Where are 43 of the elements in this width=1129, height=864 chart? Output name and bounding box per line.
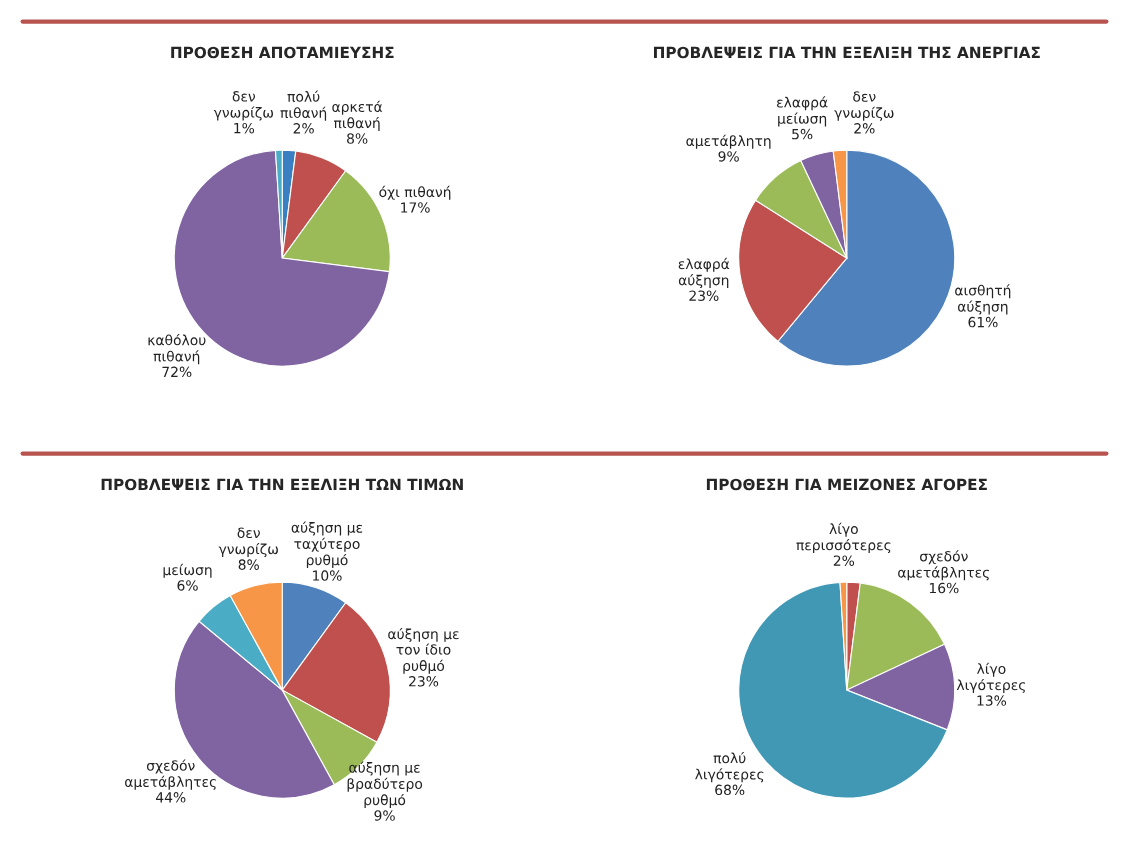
data-label: 17% [401,202,430,213]
data-label: 2% [833,555,855,566]
data-label: 9% [374,810,395,821]
slice-label: αισθητή αύξηση [955,284,1011,315]
chart-title: ΠΡΟΘΕΣΗ ΑΠΟΤΑΜΙΕΥΣΗΣ [171,46,394,59]
slice-label: πολύ λιγότερες [695,752,764,783]
slice-label: όχι πιθανή [379,185,451,200]
slice-label: λίγο λιγότερες [956,662,1026,693]
slice-label: αμετάβλητη [686,134,771,149]
slice-label: σχεδόν αμετάβλητες [125,759,216,790]
slice-label: λίγο περισσότερες [796,522,891,554]
slice-label: αρκετά πιθανή [332,100,383,131]
data-label: 72% [162,366,192,378]
data-label: 5% [792,128,813,140]
slice-label: σχεδόν αμετάβλητες [898,550,989,581]
data-label: 2% [293,123,314,134]
slice-label: αύξηση με ταχύτερο ρυθμό [291,521,363,568]
data-label: 44% [155,792,186,803]
data-label: 61% [968,316,998,328]
slice-label: αύξηση με τον ίδιο ρυθμό [388,627,459,674]
data-label: 1% [234,122,255,134]
chart-title: ΠΡΟΒΛΕΨΕΙΣ ΓΙΑ ΤΗΝ ΕΞΕΛΙΞΗ ΤΗΣ ΑΝΕΡΓΙΑΣ [654,46,1040,59]
slice-label: δεν γνωρίζω [218,527,278,558]
data-label: 9% [718,151,739,162]
data-label: 8% [347,133,368,144]
data-label: 6% [177,580,198,591]
data-label: 10% [313,570,342,581]
data-label: 8% [238,559,259,570]
slice-label: δεν γνωρίζω [834,91,894,121]
slice-label: καθόλου πιθανή [148,334,206,365]
data-label: 68% [715,784,745,796]
slice-label: πολύ πιθανή [280,90,327,121]
data-label: 23% [409,676,439,687]
data-label: 13% [977,695,1007,706]
chart-title: ΠΡΟΘΕΣΗ ΓΙΑ ΜΕΙΖΟΝΕΣ ΑΓΟΡΕΣ [706,478,987,491]
slice-label: ελαφρά μείωση [777,96,828,127]
data-label: 16% [929,582,959,594]
data-label: 23% [689,290,719,301]
chart-title: ΠΡΟΒΛΕΨΕΙΣ ΓΙΑ ΤΗΝ ΕΞΕΛΙΞΗ ΤΩΝ ΤΙΜΩΝ [101,478,463,491]
slice-label: ελαφρά αύξηση [678,257,730,289]
slice-label: μείωση [163,563,212,578]
data-label: 2% [854,123,875,134]
slice-label: δεν γνωρίζω [213,91,274,121]
